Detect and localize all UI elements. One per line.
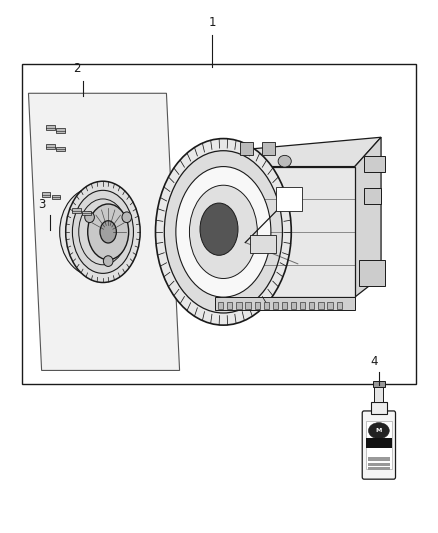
Ellipse shape	[88, 204, 129, 260]
Ellipse shape	[60, 187, 131, 277]
Bar	[22, 64, 416, 384]
Circle shape	[218, 225, 229, 238]
Bar	[371, 402, 387, 414]
Bar	[82, 211, 91, 215]
Polygon shape	[215, 166, 355, 297]
Bar	[250, 235, 276, 253]
Bar	[254, 302, 260, 309]
Bar	[359, 260, 385, 286]
Ellipse shape	[155, 139, 291, 325]
Ellipse shape	[368, 423, 389, 439]
Ellipse shape	[200, 203, 238, 255]
Ellipse shape	[122, 212, 132, 223]
Bar	[328, 302, 333, 309]
Bar	[218, 302, 223, 309]
Bar	[367, 463, 390, 466]
Bar	[72, 208, 81, 213]
Ellipse shape	[85, 212, 94, 223]
Bar	[300, 302, 305, 309]
Bar	[366, 421, 392, 469]
Text: 4: 4	[371, 355, 378, 368]
Bar	[276, 187, 302, 211]
FancyBboxPatch shape	[362, 411, 396, 479]
Bar	[245, 302, 251, 309]
Bar	[52, 195, 60, 199]
Bar	[56, 128, 65, 133]
Polygon shape	[28, 93, 180, 370]
Bar	[374, 387, 383, 402]
Text: 1: 1	[208, 17, 216, 29]
Bar	[262, 142, 275, 155]
Bar	[273, 302, 278, 309]
Bar	[46, 144, 55, 149]
Polygon shape	[215, 137, 381, 166]
Bar	[42, 192, 50, 197]
Bar	[237, 302, 242, 309]
Bar	[56, 147, 65, 151]
Ellipse shape	[66, 181, 140, 282]
Bar	[336, 302, 342, 309]
Ellipse shape	[278, 156, 291, 167]
Text: 3: 3	[38, 198, 45, 211]
Ellipse shape	[72, 190, 134, 273]
Bar	[227, 302, 233, 309]
Bar	[367, 457, 390, 461]
Bar	[373, 381, 385, 387]
Bar	[309, 302, 314, 309]
Bar	[366, 438, 392, 448]
Bar	[264, 302, 269, 309]
Bar	[291, 302, 296, 309]
Bar	[240, 142, 253, 155]
Text: M: M	[376, 428, 382, 433]
Bar	[364, 188, 381, 204]
Bar	[46, 125, 55, 130]
Ellipse shape	[100, 221, 117, 243]
Ellipse shape	[176, 166, 271, 297]
Polygon shape	[355, 137, 381, 297]
Ellipse shape	[164, 151, 283, 313]
Text: 2: 2	[73, 62, 81, 75]
Polygon shape	[215, 297, 355, 310]
Bar	[364, 156, 385, 172]
Ellipse shape	[189, 185, 257, 278]
Bar	[367, 467, 390, 470]
Bar	[318, 302, 324, 309]
Bar	[282, 302, 287, 309]
Ellipse shape	[103, 256, 113, 266]
